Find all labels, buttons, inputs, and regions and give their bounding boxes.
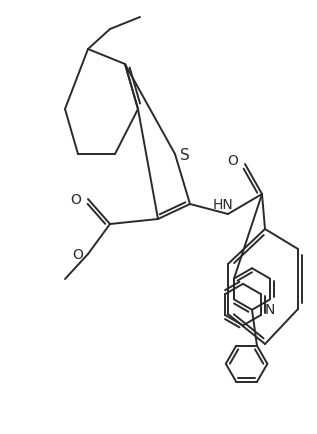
Text: O: O xyxy=(228,154,238,168)
Text: S: S xyxy=(180,147,190,162)
Text: N: N xyxy=(265,302,275,317)
Text: O: O xyxy=(71,193,81,207)
Text: HN: HN xyxy=(213,197,233,211)
Text: O: O xyxy=(73,247,83,261)
